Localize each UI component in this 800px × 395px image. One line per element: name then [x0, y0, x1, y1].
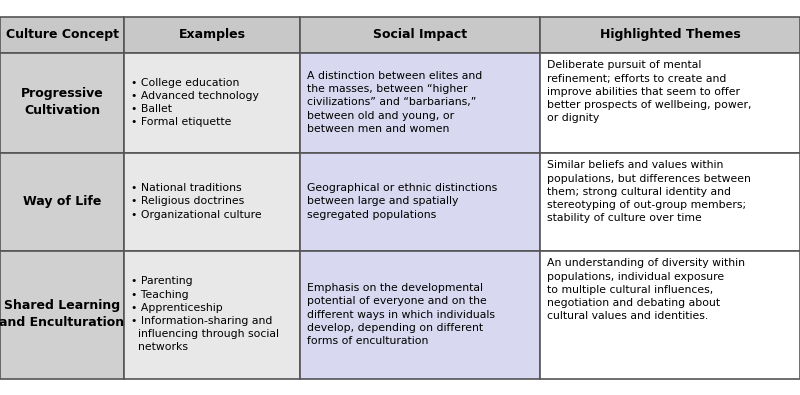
Bar	[124, 152, 300, 250]
Bar	[0, 17, 124, 53]
Text: Social Impact: Social Impact	[373, 28, 467, 41]
Bar	[124, 250, 300, 378]
Text: • National traditions
• Religious doctrines
• Organizational culture: • National traditions • Religious doctri…	[131, 183, 262, 220]
Bar	[540, 152, 800, 250]
Bar	[124, 17, 300, 53]
Text: Progressive
Cultivation: Progressive Cultivation	[21, 88, 103, 117]
Bar	[0, 250, 124, 378]
Text: Examples: Examples	[178, 28, 246, 41]
Text: An understanding of diversity within
populations, individual exposure
to multipl: An understanding of diversity within pop…	[547, 258, 745, 321]
Text: A distinction between elites and
the masses, between “higher
civilizations” and : A distinction between elites and the mas…	[307, 71, 482, 134]
Text: Emphasis on the developmental
potential of everyone and on the
different ways in: Emphasis on the developmental potential …	[307, 283, 495, 346]
Text: • College education
• Advanced technology
• Ballet
• Formal etiquette: • College education • Advanced technolog…	[131, 78, 259, 127]
Bar	[0, 152, 124, 250]
Bar	[540, 17, 800, 53]
Text: Way of Life: Way of Life	[23, 195, 101, 208]
Bar	[300, 53, 540, 152]
Text: Geographical or ethnic distinctions
between large and spatially
segregated popul: Geographical or ethnic distinctions betw…	[307, 183, 498, 220]
Text: Similar beliefs and values within
populations, but differences between
them; str: Similar beliefs and values within popula…	[547, 160, 751, 223]
Bar	[0, 53, 124, 152]
Bar	[124, 53, 300, 152]
Bar	[540, 250, 800, 378]
Bar	[300, 152, 540, 250]
Text: Deliberate pursuit of mental
refinement; efforts to create and
improve abilities: Deliberate pursuit of mental refinement;…	[547, 60, 751, 123]
Text: Culture Concept: Culture Concept	[6, 28, 118, 41]
Bar	[540, 53, 800, 152]
Text: Shared Learning
and Enculturation: Shared Learning and Enculturation	[0, 299, 125, 329]
Bar	[300, 250, 540, 378]
Text: Highlighted Themes: Highlighted Themes	[600, 28, 740, 41]
Bar	[300, 17, 540, 53]
Text: • Parenting
• Teaching
• Apprenticeship
• Information-sharing and
  influencing : • Parenting • Teaching • Apprenticeship …	[131, 276, 279, 352]
